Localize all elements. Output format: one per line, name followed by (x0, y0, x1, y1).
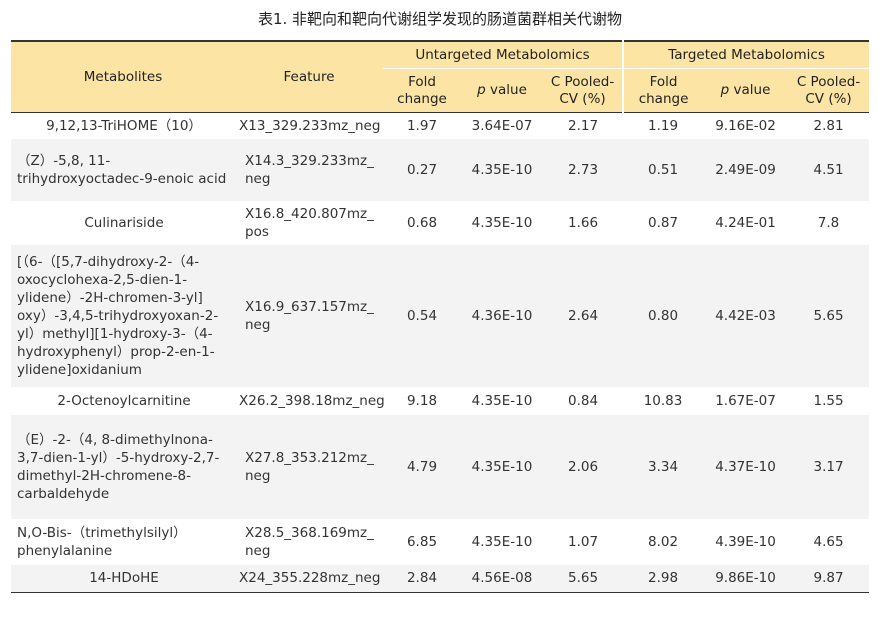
targeted-p-value: 4.24E-01 (715, 214, 776, 231)
metabolite-cell: 14-HDoHE (11, 564, 235, 593)
untargeted-fold-change: 0.68 (406, 214, 438, 231)
header-targeted-cv: C Pooled-CV (%) (788, 68, 870, 113)
untargeted-cv: 2.73 (543, 138, 624, 201)
header-feature: Feature (235, 41, 383, 113)
untargeted-fold-change: 4.79 (383, 414, 461, 519)
untargeted-p-value: 4.35E-10 (471, 214, 533, 231)
table-row: 2-Octenoylcarnitine X26.2_398.18mz_neg 9… (11, 387, 869, 415)
table-row: 14-HDoHE X24_355.228mz_neg 2.84 4.56E-08… (11, 564, 870, 593)
metabolite-cell: N,O-Bis-（trimethylsilyl） phenylalanine (17, 524, 187, 559)
header-targeted: Targeted Metabolomics (622, 41, 870, 69)
untargeted-cv: 1.07 (567, 533, 599, 550)
targeted-p-value: 9.86E-10 (703, 564, 789, 593)
feature-cell: X24_355.228mz_neg (235, 564, 383, 593)
feature-cell: X28.5_368.169mz_ neg (245, 524, 374, 559)
targeted-p-value: 1.67E-07 (715, 392, 776, 409)
targeted-cv: 1.55 (813, 392, 844, 409)
p-italic: p (477, 82, 486, 98)
untargeted-fold-change: 0.54 (383, 244, 461, 387)
untargeted-p-value: 4.35E-10 (471, 533, 533, 550)
untargeted-p-value: 4.36E-10 (461, 244, 543, 387)
feature-cell: X27.8_353.212mz_ neg (235, 414, 383, 519)
table-body: 9,12,13-TriHOME（10） X13_329.233mz_neg 1.… (11, 113, 870, 593)
untargeted-fold-change: 2.84 (383, 564, 461, 593)
targeted-fold-change: 10.83 (643, 392, 683, 409)
untargeted-cv: 2.17 (567, 117, 599, 134)
table-row: N,O-Bis-（trimethylsilyl） phenylalanine X… (11, 519, 869, 565)
metabolite-cell: 9,12,13-TriHOME（10） (46, 117, 202, 134)
table-header: Metabolites Feature Untargeted Metabolom… (11, 41, 870, 113)
targeted-fold-change: 8.02 (648, 533, 679, 550)
header-targeted-fold-change: Fold change (622, 68, 704, 113)
untargeted-fold-change: 6.85 (406, 533, 438, 550)
targeted-fold-change: 0.51 (623, 138, 704, 201)
metabolite-cell: （E）-2-（4, 8-dimethylnona-3,7-dien-1-yl）-… (11, 414, 235, 519)
feature-cell: X16.8_420.807mz_ pos (245, 205, 374, 240)
p-italic: p (720, 82, 730, 98)
untargeted-fold-change: 0.27 (383, 138, 461, 201)
table-row: （E）-2-（4, 8-dimethylnona-3,7-dien-1-yl）-… (11, 414, 870, 519)
untargeted-p-value: 3.64E-07 (471, 117, 533, 134)
untargeted-cv: 2.06 (543, 414, 624, 519)
value-label: value (485, 82, 527, 98)
targeted-cv: 9.87 (788, 564, 870, 593)
targeted-cv: 4.51 (788, 138, 870, 201)
feature-cell: X26.2_398.18mz_neg (239, 392, 385, 409)
targeted-fold-change: 3.34 (623, 414, 704, 519)
targeted-p-value: 4.39E-10 (715, 533, 776, 550)
targeted-fold-change: 0.80 (623, 244, 704, 387)
header-metabolites: Metabolites (11, 41, 235, 113)
metabolite-cell: Culinariside (84, 214, 164, 231)
targeted-fold-change: 1.19 (648, 117, 679, 134)
header-untargeted-cv: C Pooled-CV (%) (543, 68, 624, 113)
header-targeted-p-value: p value (703, 68, 789, 113)
metabolite-cell: （Z）-5,8, 11-trihydroxyoctadec-9-enoic ac… (11, 138, 235, 201)
targeted-p-value: 4.42E-03 (703, 244, 789, 387)
targeted-cv: 5.65 (788, 244, 870, 387)
untargeted-p-value: 4.56E-08 (461, 564, 543, 593)
targeted-cv: 4.65 (813, 533, 844, 550)
untargeted-cv: 2.64 (543, 244, 624, 387)
untargeted-p-value: 4.35E-10 (461, 138, 543, 201)
untargeted-p-value: 4.35E-10 (461, 414, 543, 519)
untargeted-fold-change: 1.97 (406, 117, 438, 134)
table-row: （Z）-5,8, 11-trihydroxyoctadec-9-enoic ac… (11, 138, 870, 201)
metabolite-cell: 2-Octenoylcarnitine (57, 392, 191, 409)
untargeted-cv: 1.66 (567, 214, 599, 231)
untargeted-p-value: 4.35E-10 (471, 392, 533, 409)
table-caption: 表1. 非靶向和靶向代谢组学发现的肠道菌群相关代谢物 (257, 10, 623, 28)
header-untargeted-p-value: p value (461, 68, 543, 113)
targeted-p-value: 2.49E-09 (703, 138, 789, 201)
untargeted-cv: 5.65 (543, 564, 624, 593)
header-untargeted-fold-change: Fold change (383, 68, 461, 113)
targeted-p-value: 4.37E-10 (703, 414, 789, 519)
table-row: 9,12,13-TriHOME（10） X13_329.233mz_neg 1.… (11, 113, 869, 139)
feature-cell: X16.9_637.157mz_ neg (235, 244, 383, 387)
targeted-fold-change: 2.98 (623, 564, 704, 593)
table-row: [（6-（[5,7-dihydroxy-2-（4-oxocyclohexa-2,… (11, 244, 870, 387)
targeted-p-value: 9.16E-02 (715, 117, 776, 134)
targeted-cv: 2.81 (813, 117, 844, 134)
untargeted-fold-change: 9.18 (406, 392, 438, 409)
targeted-cv: 7.8 (817, 214, 840, 231)
value-label: value (729, 82, 771, 98)
metabolites-table: Metabolites Feature Untargeted Metabolom… (11, 40, 870, 593)
targeted-cv: 3.17 (788, 414, 870, 519)
feature-cell: X14.3_329.233mz_ neg (235, 138, 383, 201)
table-row: Culinariside X16.8_420.807mz_ pos 0.68 4… (11, 201, 869, 245)
targeted-fold-change: 0.87 (648, 214, 679, 231)
metabolite-cell: [（6-（[5,7-dihydroxy-2-（4-oxocyclohexa-2,… (11, 244, 235, 387)
feature-cell: X13_329.233mz_neg (239, 117, 381, 134)
header-untargeted: Untargeted Metabolomics (383, 41, 624, 69)
untargeted-cv: 0.84 (567, 392, 599, 409)
